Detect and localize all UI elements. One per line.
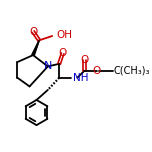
Text: NH: NH xyxy=(73,73,89,83)
Text: N: N xyxy=(44,61,52,71)
Text: O: O xyxy=(93,66,101,76)
Text: C(CH₃)₃: C(CH₃)₃ xyxy=(114,66,150,76)
Text: O: O xyxy=(59,48,67,58)
Text: OH: OH xyxy=(56,30,72,40)
Polygon shape xyxy=(32,40,39,56)
Text: O: O xyxy=(80,55,88,65)
Text: O: O xyxy=(29,27,37,37)
